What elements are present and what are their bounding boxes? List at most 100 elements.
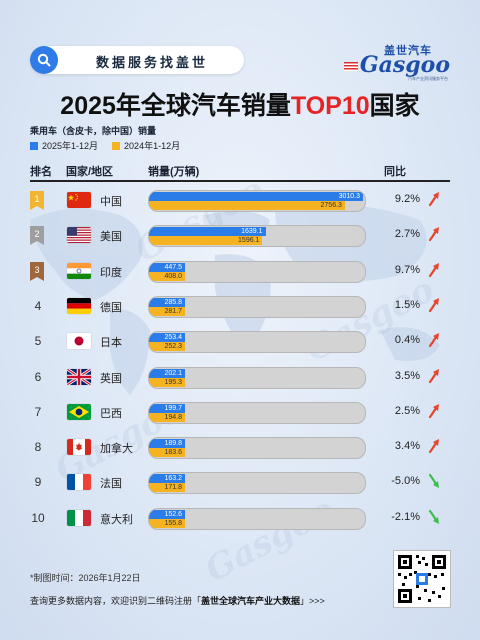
- bar-2024: [149, 306, 185, 316]
- arrow-down-icon: [428, 509, 442, 525]
- bar-2025: [149, 192, 363, 201]
- bar-2025: [149, 297, 185, 307]
- country-name: 中国: [100, 196, 122, 208]
- arrow-up-icon: [428, 438, 442, 454]
- bar-2024: [149, 483, 185, 493]
- flag-in-icon: [67, 262, 91, 279]
- search-icon: [30, 46, 58, 74]
- yoy-value: 3.4%: [394, 440, 420, 453]
- column-header-yoy: 同比: [384, 166, 406, 178]
- legend-item-2025: 2025年1-12月: [30, 139, 98, 152]
- bar-2024: [149, 236, 263, 246]
- search-banner[interactable]: 数据服务找盖世: [30, 46, 244, 74]
- bar-2024-label: 1596.1: [238, 237, 260, 245]
- flag-jp-icon: [67, 333, 91, 350]
- qr-code-icon[interactable]: [393, 550, 451, 608]
- bar-2025: [149, 333, 185, 343]
- bar-2024: [149, 412, 185, 422]
- bar-2024: [149, 201, 345, 210]
- flag-fr-icon: [67, 474, 91, 491]
- bar-track: 202.1 195.3: [148, 366, 366, 389]
- bar-2024: [149, 271, 185, 281]
- bar-track: 253.4 252.3: [148, 331, 366, 354]
- bar-track: 199.7 194.8: [148, 401, 366, 424]
- bar-2024-label: 183.6: [164, 449, 182, 457]
- page-title: 2025年全球汽车销量TOP10国家: [60, 92, 420, 120]
- bar-2024: [149, 342, 185, 352]
- rank-number: 6: [34, 369, 42, 384]
- legend-item-2024: 2024年1-12月: [112, 139, 180, 152]
- rank-number: 3: [34, 264, 40, 275]
- country-name: 美国: [100, 231, 122, 244]
- header-divider: [30, 180, 450, 182]
- bar-2024-label: 281.7: [164, 307, 182, 315]
- rank-badge-icon: 3: [30, 261, 44, 281]
- arrow-up-icon: [428, 191, 442, 207]
- bar-2024-label: 194.8: [164, 413, 182, 421]
- logo-flag-icon: [344, 62, 358, 71]
- bar-2025: [149, 509, 185, 519]
- rank-number: 7: [34, 404, 42, 419]
- country-name: 意大利: [100, 513, 133, 526]
- gasgoo-logo: 盖世汽车 Gasgoo 汽车产业资讯服务平台: [330, 42, 450, 82]
- legend-label: 2025年1-12月: [42, 141, 99, 151]
- arrow-up-icon: [428, 297, 442, 313]
- flag-br-icon: [67, 403, 91, 420]
- bar-2025-label: 3010.3: [338, 193, 360, 200]
- rank-number: 8: [34, 440, 42, 455]
- bar-2025: [149, 474, 185, 484]
- flag-us-icon: [67, 227, 91, 244]
- flag-it-icon: [67, 509, 91, 526]
- bar-track: 152.6 155.8: [148, 507, 366, 530]
- bar-2024-label: 155.8: [164, 519, 182, 527]
- yoy-value: 3.5%: [394, 369, 420, 382]
- rank-number: 9: [34, 475, 42, 490]
- logo-en: Gasgoo: [359, 52, 450, 78]
- legend-swatch: [112, 141, 121, 150]
- watermark: Gasgoo: [198, 489, 341, 591]
- country-name: 巴西: [100, 407, 122, 420]
- bar-2025-label: 1639.1: [241, 228, 263, 236]
- column-header-region: 国家/地区: [66, 166, 114, 178]
- yoy-value: -5.0%: [391, 475, 420, 488]
- watermark: Gasgoo: [298, 269, 441, 371]
- bar-2025-label: 202.1: [164, 369, 182, 377]
- country-name: 加拿大: [100, 443, 133, 456]
- rank-badge-icon: 1: [30, 191, 44, 210]
- bar-2025: [149, 368, 185, 378]
- yoy-value: 0.4%: [394, 334, 420, 347]
- country-name: 英国: [100, 372, 122, 385]
- bar-2025-label: 285.8: [164, 298, 182, 306]
- rank-number: 1: [34, 194, 40, 204]
- arrow-down-icon: [428, 473, 442, 489]
- flag-de-icon: [67, 297, 91, 314]
- bar-2025-label: 163.2: [164, 475, 182, 483]
- country-name: 印度: [100, 266, 122, 279]
- bar-track: 189.8 183.6: [148, 437, 366, 460]
- logo-sub: 汽车产业资讯服务平台: [408, 76, 448, 81]
- arrow-up-icon: [428, 332, 442, 348]
- country-name: 日本: [100, 337, 122, 350]
- yoy-value: -2.1%: [391, 510, 420, 523]
- bar-2025: [149, 262, 185, 272]
- bar-2025-label: 253.4: [164, 334, 182, 342]
- bar-2025: [149, 439, 185, 449]
- bar-2024: [149, 448, 185, 458]
- bar-track: 3010.3 2756.3: [148, 190, 366, 212]
- bar-2024-label: 408.0: [164, 272, 182, 280]
- flag-ca-icon: [67, 439, 91, 456]
- bar-track: 1639.1 1596.1: [148, 225, 366, 248]
- watermark: Gasgoo: [128, 169, 271, 271]
- arrow-up-icon: [428, 368, 442, 384]
- legend-swatch: [30, 141, 38, 150]
- footer-cta[interactable]: 查询更多数据内容，欢迎识别二维码注册「盖世全球汽车产业大数据」>>>: [30, 596, 325, 606]
- flag-cn-icon: [67, 192, 91, 208]
- bar-track: 285.8 281.7: [148, 295, 366, 318]
- chart-legend: 2025年1-12月 2024年1-12月: [30, 139, 180, 152]
- bar-2025-label: 152.6: [164, 510, 182, 518]
- bar-track: 447.5 408.0: [148, 260, 366, 283]
- yoy-value: 9.7%: [394, 263, 420, 276]
- bar-2024: [149, 518, 185, 528]
- arrow-up-icon: [428, 262, 442, 278]
